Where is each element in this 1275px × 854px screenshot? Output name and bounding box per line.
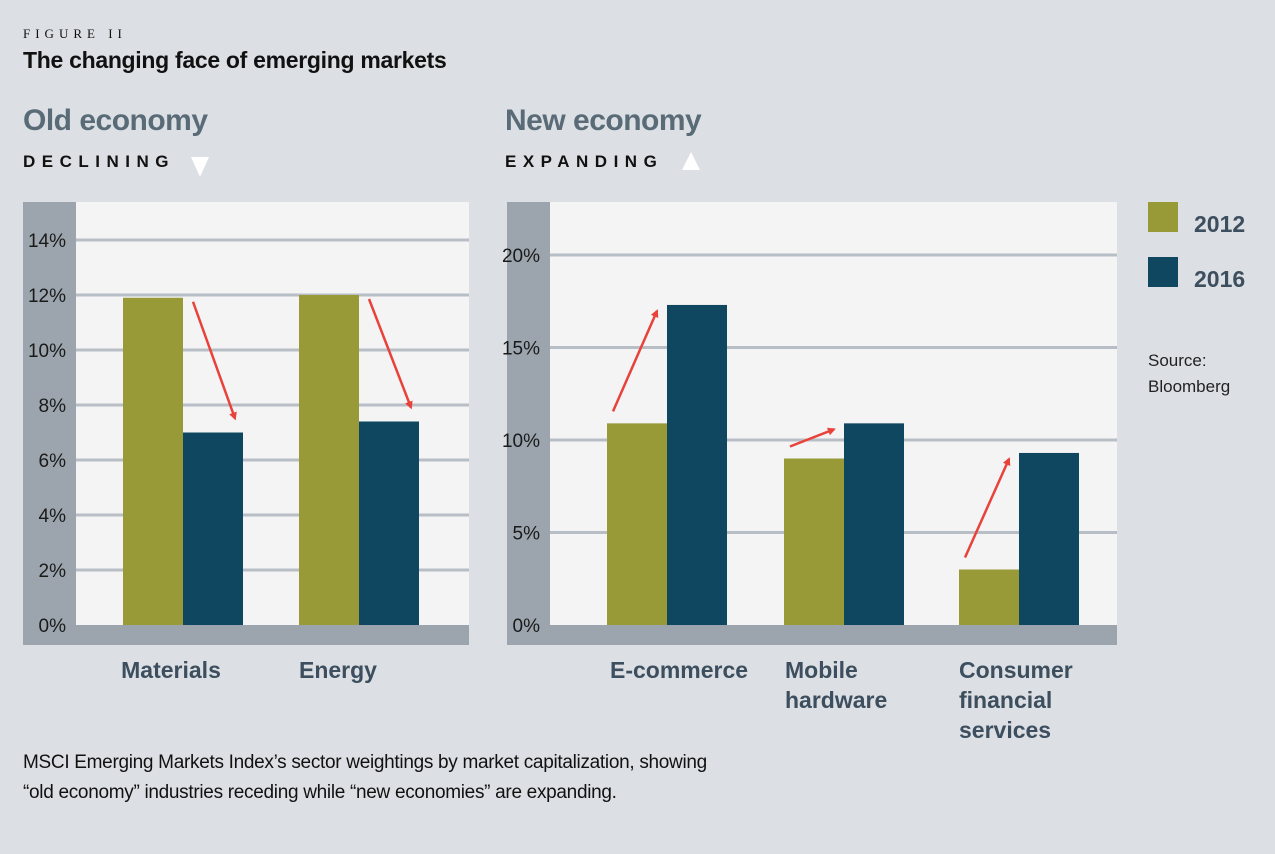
caption-line-2: “old economy” industries receding while … bbox=[23, 782, 617, 803]
x-category-label: Materials bbox=[121, 657, 221, 683]
y-tick-label: 8% bbox=[39, 396, 67, 417]
y-tick-label: 0% bbox=[513, 616, 541, 637]
x-axis-band bbox=[507, 625, 1117, 645]
trend-arrow bbox=[963, 457, 1011, 559]
y-tick-label: 12% bbox=[28, 286, 66, 307]
y-tick-label: 2% bbox=[39, 561, 67, 582]
x-category-label: Energy bbox=[299, 657, 377, 683]
trend-arrow bbox=[367, 298, 413, 410]
y-axis-band bbox=[507, 202, 550, 645]
triangle-up-icon bbox=[682, 152, 700, 170]
x-category-label-line: Consumer bbox=[959, 657, 1073, 683]
bar-2016 bbox=[183, 432, 243, 625]
new-economy-title: New economy bbox=[505, 104, 702, 137]
bar-2016 bbox=[667, 304, 727, 625]
x-category-label-line: Materials bbox=[121, 657, 221, 683]
y-tick-label: 10% bbox=[502, 431, 540, 452]
legend-swatch-2016 bbox=[1148, 257, 1178, 287]
x-category-label: E-commerce bbox=[610, 657, 748, 683]
source-label: Source: bbox=[1148, 351, 1207, 370]
bar-2016 bbox=[844, 423, 904, 625]
legend-label-2016: 2016 bbox=[1194, 266, 1246, 292]
x-category-label: Mobile hardware bbox=[785, 657, 887, 713]
y-tick-label: 5% bbox=[513, 524, 541, 545]
trend-arrow bbox=[789, 427, 836, 448]
figure-title: The changing face of emerging markets bbox=[23, 47, 447, 73]
caption: MSCI Emerging Markets Index’s sector wei… bbox=[23, 748, 707, 808]
source-note: Source: Bloomberg bbox=[1148, 348, 1230, 400]
x-category-label-line: Energy bbox=[299, 657, 377, 683]
bar-2012 bbox=[123, 297, 183, 625]
x-axis-band bbox=[23, 625, 469, 645]
y-tick-label: 0% bbox=[39, 616, 67, 637]
new-economy-chart: 0% 5% 10% 15% 20% E-commerce Mobile hardware Con… bbox=[502, 202, 1117, 743]
trend-arrow bbox=[611, 309, 659, 412]
old-economy-chart: 0% 2% 4% 6% 8% 10% 12% 14% Materials Energy bbox=[23, 202, 469, 683]
bar-2016 bbox=[1019, 452, 1079, 625]
y-tick-label: 15% bbox=[502, 339, 540, 360]
x-category-label-line: Mobile bbox=[785, 657, 858, 683]
expanding-label: EXPANDING bbox=[505, 152, 664, 171]
bar-2012 bbox=[607, 423, 667, 625]
y-tick-label: 10% bbox=[28, 341, 66, 362]
caption-line-1: MSCI Emerging Markets Index’s sector wei… bbox=[23, 752, 707, 773]
y-tick-label: 6% bbox=[39, 451, 67, 472]
bar-2012 bbox=[959, 569, 1019, 625]
x-category-label-line: hardware bbox=[785, 687, 887, 713]
bar-2012 bbox=[299, 295, 359, 625]
figure-label: FIGURE II bbox=[23, 26, 127, 41]
source-value: Bloomberg bbox=[1148, 377, 1231, 396]
x-category-label-line: financial bbox=[959, 687, 1052, 713]
x-category-label-line: services bbox=[959, 717, 1051, 743]
triangle-down-icon bbox=[191, 157, 209, 177]
y-axis-band bbox=[23, 202, 76, 645]
y-tick-label: 20% bbox=[502, 246, 540, 267]
x-category-label-line: E-commerce bbox=[610, 657, 748, 683]
legend-label-2012: 2012 bbox=[1194, 211, 1246, 237]
declining-label: DECLINING bbox=[23, 152, 175, 171]
bar-2016 bbox=[359, 421, 419, 625]
bar-2012 bbox=[784, 458, 844, 625]
old-economy-title: Old economy bbox=[23, 104, 208, 137]
trend-arrow bbox=[191, 301, 237, 421]
x-category-label: Consumer financial services bbox=[959, 657, 1073, 743]
legend-swatch-2012 bbox=[1148, 202, 1178, 232]
y-tick-label: 4% bbox=[39, 506, 67, 527]
y-tick-label: 14% bbox=[28, 231, 66, 252]
